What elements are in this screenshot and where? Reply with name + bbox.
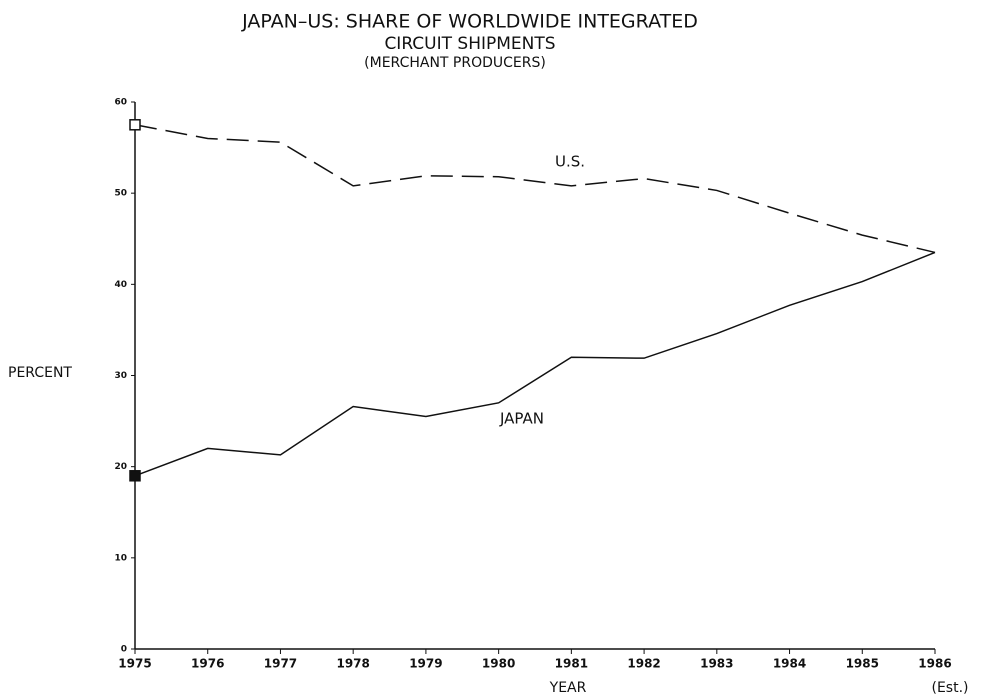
x-tick-label: 1986	[918, 657, 951, 671]
x-tick-label: 1983	[700, 657, 733, 671]
x-tick-label: 1979	[409, 657, 442, 671]
series-label: U.S.	[555, 153, 585, 171]
x-tick-label: 1976	[191, 657, 224, 671]
point-marker	[129, 470, 141, 482]
x-tick-label: 1980	[482, 657, 515, 671]
y-axis-label: PERCENT	[8, 365, 72, 381]
y-tick-label: 0	[121, 645, 127, 655]
chart-title: JAPAN–US: SHARE OF WORLDWIDE INTEGRATED	[241, 11, 698, 33]
y-tick-label: 10	[114, 553, 127, 563]
chart-title: CIRCUIT SHIPMENTS	[384, 34, 555, 54]
y-tick-label: 60	[114, 98, 127, 108]
x-tick-label: 1975	[118, 657, 151, 671]
chart-subtitle: (MERCHANT PRODUCERS)	[364, 55, 546, 71]
point-marker	[129, 119, 141, 131]
x-tick-label: 1978	[336, 657, 369, 671]
y-tick-label: 50	[114, 189, 127, 199]
x-tick-label: 1985	[846, 657, 879, 671]
data-line	[134, 251, 936, 477]
y-tick-label: 20	[114, 462, 127, 472]
series-label: JAPAN	[499, 410, 544, 428]
x-tick-label: 1982	[627, 657, 660, 671]
y-tick-label: 40	[114, 280, 127, 290]
x-tick-label: 1981	[555, 657, 588, 671]
annotation: (Est.)	[931, 680, 968, 696]
data-line	[134, 124, 936, 254]
x-axis-label: YEAR	[549, 680, 587, 696]
y-tick-label: 30	[114, 371, 127, 381]
x-tick-label: 1977	[264, 657, 297, 671]
x-tick-label: 1984	[773, 657, 806, 671]
